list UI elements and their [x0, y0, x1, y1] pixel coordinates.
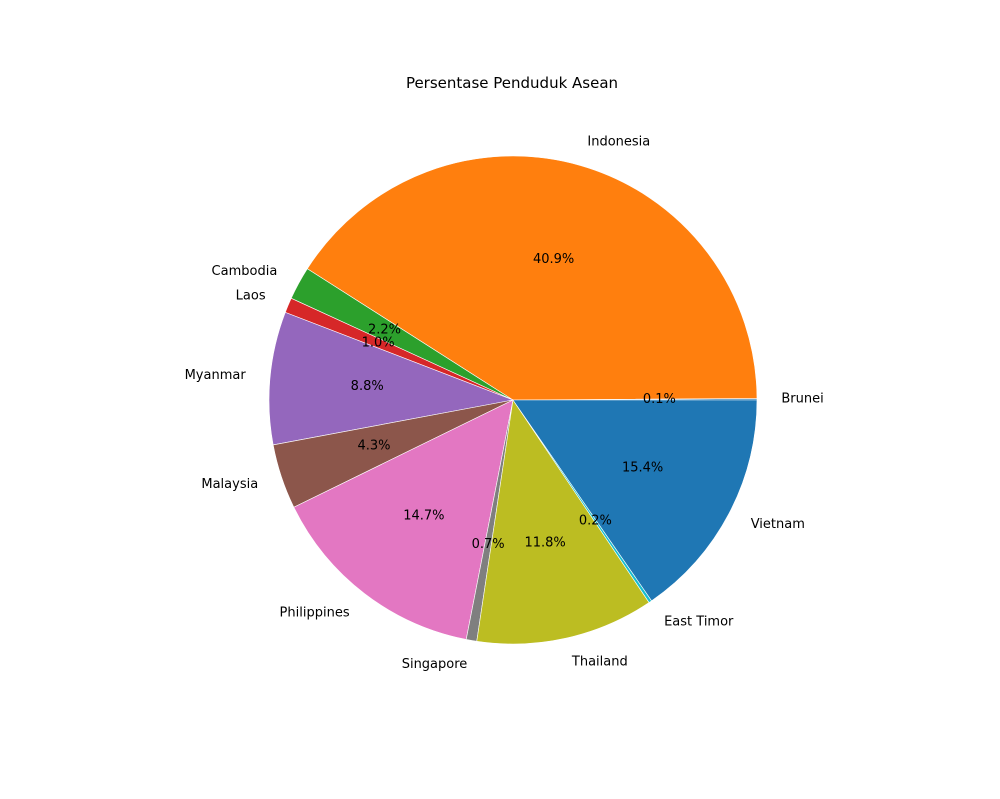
slice-label-indonesia: Indonesia — [587, 135, 650, 150]
slice-label-east-timor: East Timor — [664, 614, 734, 629]
slice-percent-laos: 1.0% — [362, 336, 395, 351]
chart-title: Persentase Penduduk Asean — [406, 74, 618, 92]
slice-philippines — [293, 399, 514, 640]
slice-label-malaysia: Malaysia — [201, 477, 258, 492]
slice-label-brunei: Brunei — [781, 392, 823, 407]
slice-thailand — [476, 399, 650, 645]
slice-label-cambodia: Cambodia — [212, 264, 278, 279]
slice-percent-east-timor: 0.2% — [579, 514, 612, 529]
pie-slices — [268, 155, 758, 645]
slice-percent-thailand: 11.8% — [524, 535, 565, 550]
slice-indonesia — [306, 155, 758, 401]
slice-percent-cambodia: 2.2% — [368, 322, 401, 337]
slice-label-laos: Laos — [236, 288, 266, 303]
slice-percent-indonesia: 40.9% — [533, 252, 574, 267]
slice-percent-philippines: 14.7% — [403, 509, 444, 524]
slice-percent-vietnam: 15.4% — [622, 461, 663, 476]
slice-vietnam — [512, 399, 758, 602]
slice-label-thailand: Thailand — [571, 654, 628, 669]
slice-percent-singapore: 0.7% — [472, 537, 505, 552]
pie-percentages: 0.1% 40.9% 2.2%1.0% 8.8% 4.3% 14.7% 0.7% 11.8% 0… — [351, 252, 676, 552]
slice-myanmar — [268, 312, 515, 446]
slice-label-philippines: Philippines — [280, 606, 350, 621]
slice-percent-brunei: 0.1% — [643, 392, 676, 407]
slice-percent-myanmar: 8.8% — [351, 379, 384, 394]
slice-label-myanmar: Myanmar — [185, 368, 247, 383]
slice-percent-malaysia: 4.3% — [357, 439, 390, 454]
slice-label-vietnam: Vietnam — [751, 517, 805, 532]
slice-label-singapore: Singapore — [402, 657, 468, 672]
pie-labels: Brunei Indonesia Cambodia Laos Myanmar Malays… — [185, 135, 824, 672]
